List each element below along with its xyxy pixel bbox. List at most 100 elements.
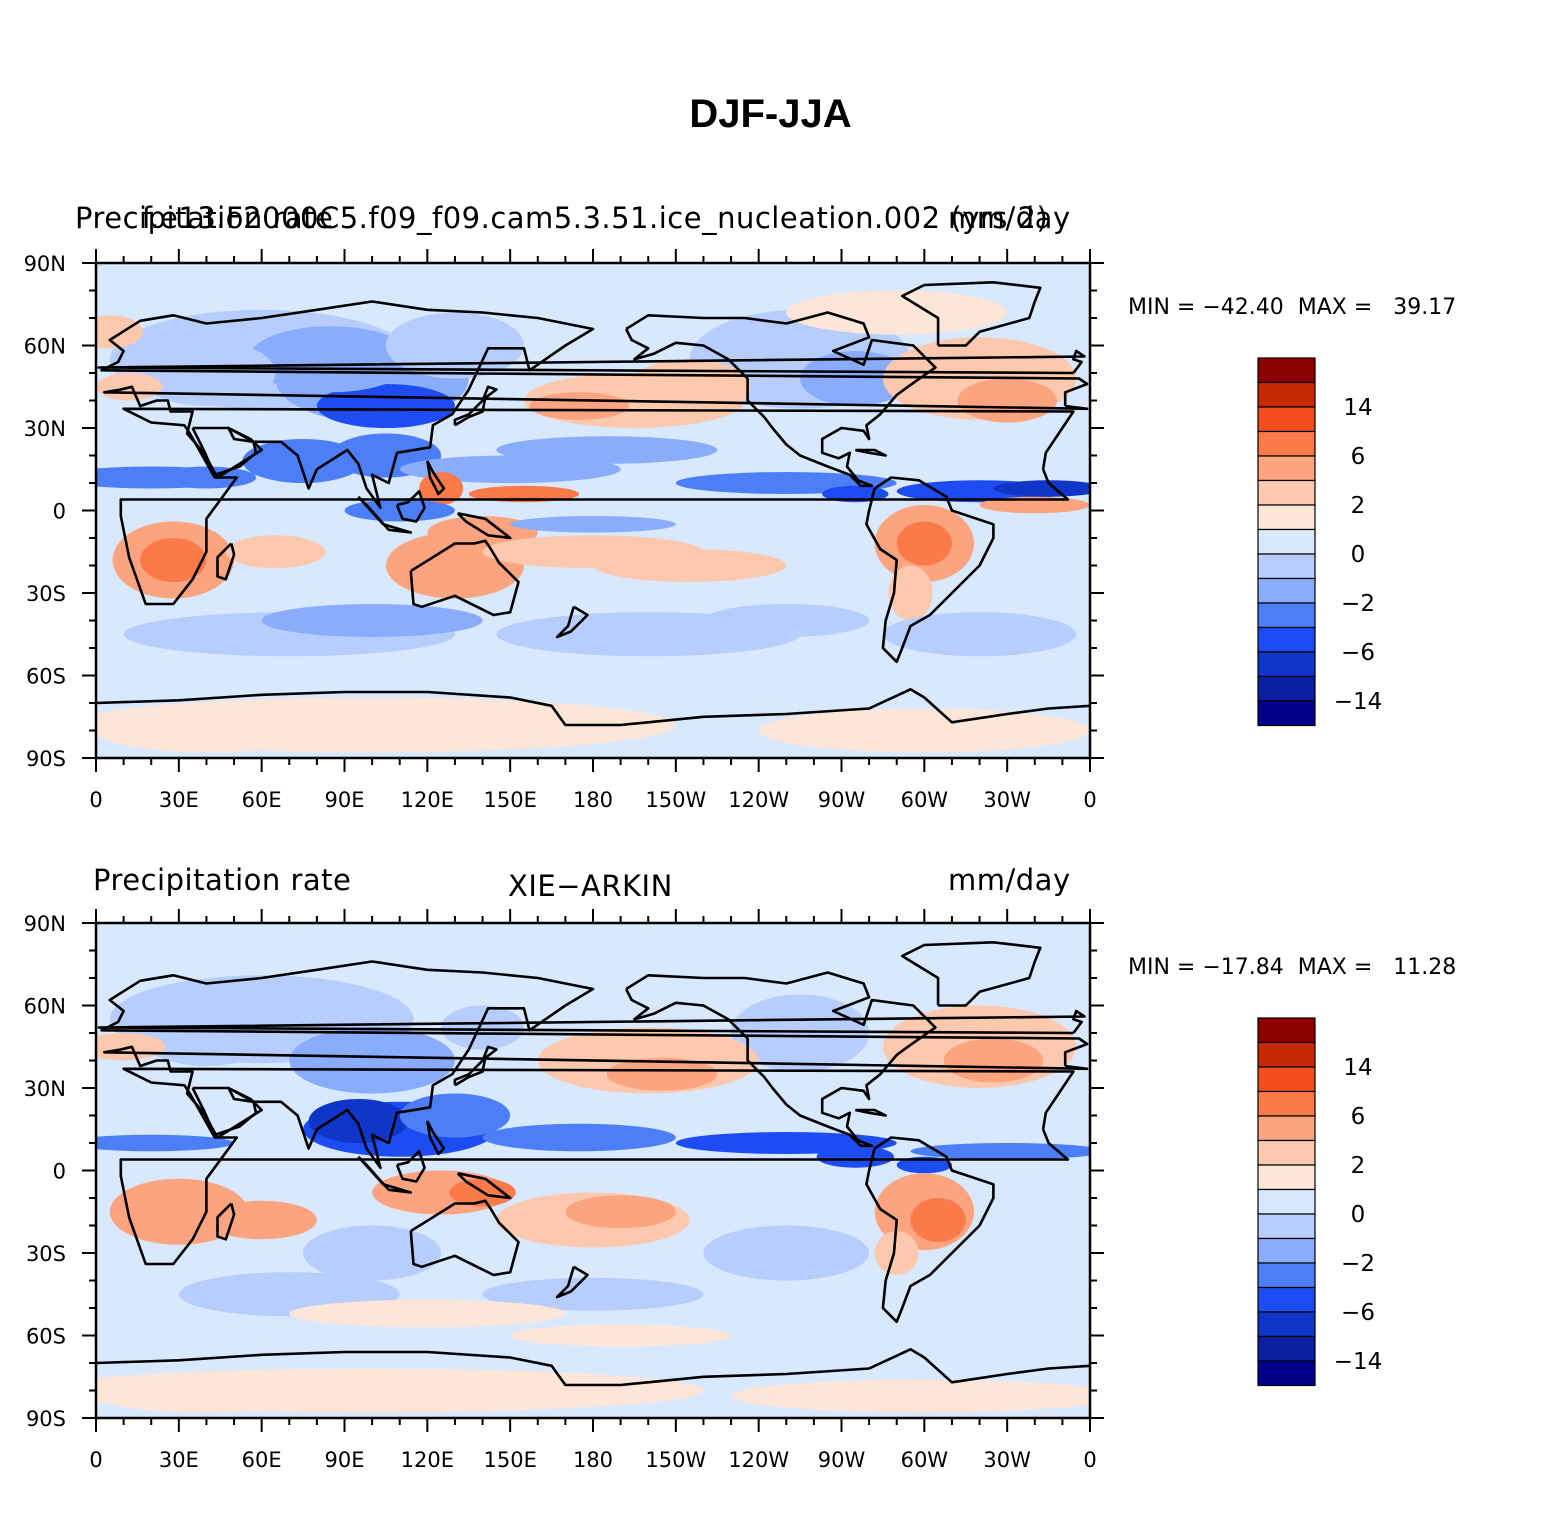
panel2-contour-patch-27 [874, 1231, 919, 1275]
panel2-contour-patch-18 [896, 1156, 952, 1174]
panel2-colorbar-box-5 [1257, 1139, 1316, 1166]
panel1-lon-label-12: 0 [1083, 788, 1096, 812]
panel1-colorbar-label-0: 14 [1343, 395, 1372, 421]
panel1-lon-label-8: 120W [728, 788, 789, 812]
panel2-right-title: mm/day [948, 863, 1071, 897]
panel1-lat-label-6: 90S [26, 747, 66, 771]
panel1-contour-patch-23 [993, 480, 1090, 497]
panel1-ticks [82, 249, 1104, 772]
panel2-lon-label-0: 0 [89, 1448, 102, 1472]
panel1-colorbar-box-13 [1257, 675, 1316, 702]
panel2-contour-patch-28 [303, 1225, 442, 1281]
panel2-lat-label-1: 60N [24, 995, 66, 1019]
panel1-lat-label-4: 30S [26, 582, 66, 606]
panel1-colorbar-box-10 [1257, 602, 1316, 629]
panel2-contour-patch-7 [441, 1005, 524, 1050]
panel1-contour-patch-37 [979, 496, 1090, 514]
panel1-contour-patch-32 [888, 565, 933, 621]
panel1-lon-label-2: 60E [242, 788, 282, 812]
panel2-lat-label-2: 30N [24, 1077, 66, 1101]
panel2-coastline-1 [100, 960, 1089, 1170]
panel1-contour-patch-11 [529, 392, 629, 420]
panel2-coastline-14 [865, 1136, 995, 1324]
panel2-lon-label-12: 0 [1083, 1448, 1096, 1472]
panel2-coastline-4 [453, 1045, 498, 1087]
panel1-right-title: mm/day [948, 201, 1071, 235]
panel1-coastline-15 [855, 448, 887, 457]
panel1-colorbar-label-6: −14 [1334, 689, 1383, 715]
panel1-coastlines [96, 281, 1090, 727]
panel2-contour-patch-4 [399, 1093, 511, 1138]
panel2-colorbar-label-5: −6 [1341, 1300, 1375, 1326]
panel1-contour-patch-41 [261, 604, 483, 637]
panel1-contour-patch-46 [758, 708, 1090, 753]
panel1-lon-label-3: 90E [325, 788, 365, 812]
panel1-contour-field [96, 263, 1090, 758]
panel1-colorbar: 14 6 2 0 −2 −6 −14 [1257, 357, 1383, 727]
panel1-lat-label-5: 60S [26, 665, 66, 689]
panel1-colorbar-box-1 [1257, 381, 1316, 408]
panel1-coastline-1 [100, 300, 1089, 510]
panel2-lat-label-0: 90N [24, 912, 66, 936]
panel2-lon-label-5: 150E [483, 1448, 536, 1472]
panel2-colorbar-label-0: 14 [1343, 1055, 1372, 1081]
panel1-map: 90N 60N 30N 0 30S 60S 90S 0 30E 60E 90E 120E 150E 180… [24, 249, 1104, 812]
panel1-colorbar-label-5: −6 [1341, 640, 1375, 666]
panel2-coastline-2 [191, 1086, 258, 1137]
panel1-colorbar-boxes [1257, 357, 1316, 727]
panel2-lat-label-3: 0 [53, 1160, 66, 1184]
panel1-contour-patch-49 [786, 290, 1008, 335]
panel1-colorbar-label-2: 2 [1351, 493, 1366, 519]
panel1-contour-patch-48 [261, 274, 593, 307]
panel2-colorbar-box-12 [1257, 1311, 1316, 1338]
panel1-min-max: MIN = −42.40 MAX = 39.17 [1128, 295, 1457, 320]
panel2-coastline-16 [96, 1348, 1090, 1387]
panel1-contour-patch-2 [316, 384, 455, 428]
panel1-colorbar-box-4 [1257, 455, 1316, 482]
panel2-min-max: MIN = −17.84 MAX = 11.28 [1128, 955, 1457, 980]
panel1-contour-patch-35 [468, 485, 580, 503]
panel2-colorbar-box-0 [1257, 1017, 1316, 1044]
panel1-coastline-12 [900, 281, 1042, 347]
panel1-coastline-14 [865, 476, 995, 664]
panel2-colorbar-label-1: 6 [1351, 1104, 1366, 1130]
panel1-coastline-7 [456, 512, 512, 540]
panel1-colorbar-box-9 [1257, 577, 1316, 604]
panel2-coastline-9 [409, 1199, 520, 1277]
panel1-lon-label-11: 30W [983, 788, 1031, 812]
panel2-contour-patch-36 [96, 1379, 317, 1413]
panel1-contour-patch-26 [140, 538, 207, 582]
panel1-contour-patch-28 [225, 535, 326, 569]
panel2-contour-patch-33 [510, 1324, 732, 1347]
panel2-colorbar-label-6: −14 [1334, 1349, 1383, 1375]
panel2-contour-patch-32 [289, 1299, 566, 1328]
panel1-colorbar-label-1: 6 [1351, 444, 1366, 470]
panel2-contour-patch-17 [910, 1143, 1090, 1160]
panel2-lon-label-6: 180 [573, 1448, 613, 1472]
panel2-contour-patch-24 [565, 1195, 676, 1229]
panel2-colorbar-box-14 [1257, 1360, 1316, 1387]
panel1-colorbar-box-0 [1257, 357, 1316, 384]
panel2-colorbar-label-2: 2 [1351, 1153, 1366, 1179]
panel1-lon-label-10: 60W [901, 788, 949, 812]
panel2-contour-patch-31 [482, 1277, 704, 1311]
panel2-coastline-12 [900, 941, 1042, 1007]
panel2-colorbar-box-13 [1257, 1335, 1316, 1362]
panel1-lon-label-0: 0 [89, 788, 102, 812]
panel2-lon-label-8: 120W [728, 1448, 789, 1472]
panel1-lon-label-5: 150E [483, 788, 536, 812]
panel1-colorbar-label-3: 0 [1351, 542, 1366, 568]
panel2-contour-field [96, 923, 1090, 1418]
panel2-colorbar-box-11 [1257, 1286, 1316, 1313]
panel1-contour-patch-12 [628, 359, 751, 415]
panel1-contour-patch-40 [882, 612, 1077, 657]
panel1-contour-patch-9 [957, 378, 1057, 423]
panel2-lon-label-11: 30W [983, 1448, 1031, 1472]
panel1-coastline-9 [409, 539, 520, 617]
panel2-contour-patch-35 [731, 1379, 1090, 1413]
panel1-contour-patch-16 [156, 466, 257, 489]
panel2-colorbar: 14 6 2 0 −2 −6 −14 [1257, 1017, 1383, 1387]
panel1-colorbar-box-7 [1257, 528, 1316, 555]
panel2-colorbar-label-4: −2 [1341, 1251, 1375, 1277]
panel2-center-title: XIE−ARKIN [508, 869, 673, 903]
